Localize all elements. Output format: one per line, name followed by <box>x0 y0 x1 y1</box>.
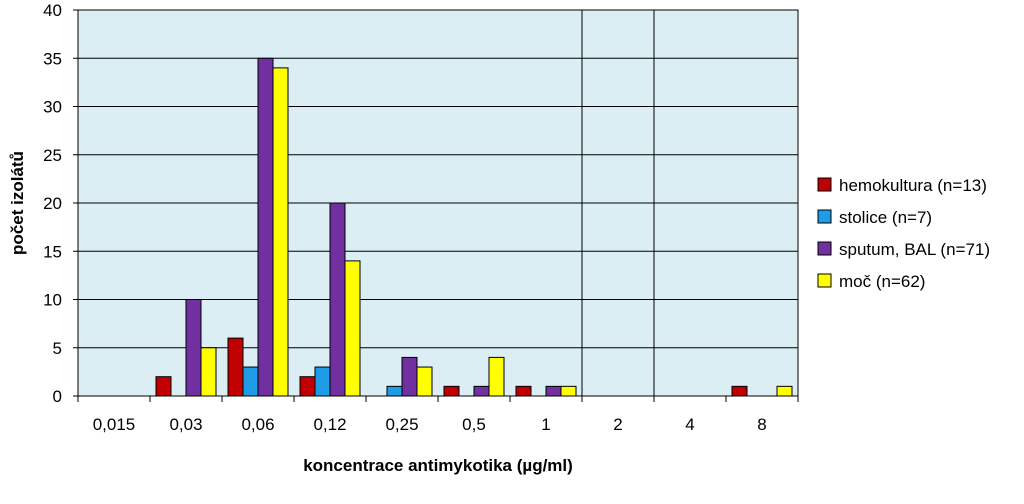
bar <box>227 337 244 397</box>
bar <box>488 356 505 397</box>
legend-swatch <box>817 209 832 224</box>
bar <box>344 260 361 397</box>
legend-label: sputum, BAL (n=71) <box>839 240 990 259</box>
y-tick-label: 15 <box>43 242 62 261</box>
y-tick-label: 35 <box>43 49 62 68</box>
x-tick-label: 0,015 <box>93 415 136 434</box>
x-tick-label: 2 <box>613 415 622 434</box>
bar <box>416 366 433 397</box>
legend-label: hemokultura (n=13) <box>839 176 987 195</box>
legend-swatch <box>817 177 832 192</box>
bar <box>314 366 331 397</box>
legend-label: stolice (n=7) <box>839 208 932 227</box>
bar <box>185 299 202 397</box>
y-tick-label: 40 <box>43 1 62 20</box>
bar <box>401 356 418 397</box>
y-tick-label: 0 <box>53 387 62 406</box>
bars <box>155 57 793 397</box>
bar <box>515 385 532 397</box>
legend-label: moč (n=62) <box>839 272 925 291</box>
x-tick-label: 0,06 <box>241 415 274 434</box>
bar <box>560 385 577 397</box>
bar <box>473 385 490 397</box>
x-tick-label: 0,03 <box>169 415 202 434</box>
bar <box>731 385 748 397</box>
y-tick-label: 25 <box>43 146 62 165</box>
y-tick-label: 30 <box>43 98 62 117</box>
legend: hemokultura (n=13) stolice (n=7) sputum, B… <box>817 176 990 291</box>
bar <box>545 385 562 397</box>
x-tick-label: 0,5 <box>462 415 486 434</box>
y-tick-label: 20 <box>43 194 62 213</box>
bar <box>776 385 793 397</box>
x-axis-title: koncentrace antimykotika (µg/ml) <box>303 456 573 475</box>
y-tick-label: 5 <box>53 339 62 358</box>
bar <box>329 202 346 397</box>
bar <box>257 57 274 397</box>
bar <box>299 376 316 397</box>
bar <box>155 376 172 397</box>
tick-labels: 0 5 10 15 20 25 30 35 40 0,015 0,03 0,06 0,12 0,25 0,5… <box>43 1 767 434</box>
bar <box>443 385 460 397</box>
y-tick-label: 10 <box>43 291 62 310</box>
legend-swatch <box>817 273 832 288</box>
axes <box>73 9 799 402</box>
bar <box>272 67 289 397</box>
x-tick-label: 0,25 <box>385 415 418 434</box>
x-tick-label: 1 <box>541 415 550 434</box>
x-tick-label: 8 <box>757 415 766 434</box>
bar <box>200 347 217 397</box>
bar <box>386 385 403 397</box>
legend-swatch <box>817 241 832 256</box>
x-tick-label: 0,12 <box>313 415 346 434</box>
bar <box>242 366 259 397</box>
x-tick-label: 4 <box>685 415 694 434</box>
y-axis-title: počet izolátů <box>8 151 27 255</box>
